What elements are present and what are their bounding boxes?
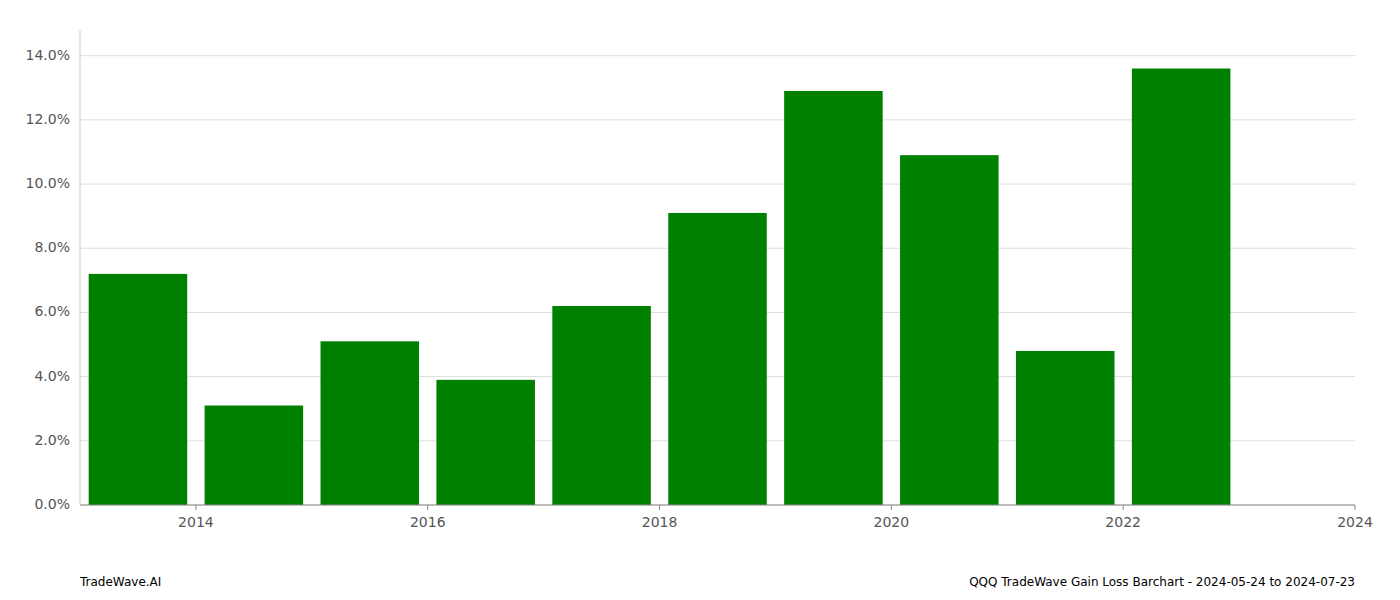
x-tick [659, 505, 660, 510]
bar [552, 306, 651, 505]
bar [205, 406, 304, 505]
y-tick-label: 4.0% [34, 368, 70, 384]
bar [1016, 351, 1115, 505]
y-tick-label: 6.0% [34, 303, 70, 319]
bar [321, 341, 420, 505]
y-axis-line [80, 30, 81, 505]
x-axis-line [80, 505, 1355, 506]
y-tick-label: 10.0% [26, 175, 70, 191]
chart: 0.0%2.0%4.0%6.0%8.0%10.0%12.0%14.0%20142… [0, 0, 1400, 600]
y-axis: 0.0% 2.0% 4.0% 6.0% 8.0% 10.0% 12.0% 14.0% [26, 30, 80, 512]
bar [89, 274, 188, 505]
x-tick [195, 505, 196, 510]
grid-line [80, 505, 1355, 506]
x-tick-label: 2022 [1105, 514, 1141, 530]
y-tick-label: 8.0% [34, 239, 70, 255]
x-tick [1123, 505, 1124, 510]
bar [784, 91, 883, 505]
bar [1132, 69, 1231, 505]
page: {"chart_data": { "type": "bar", "x": [20… [0, 0, 1400, 600]
footer: TradeWave.AI QQQ TradeWave Gain Loss Barc… [79, 575, 1355, 589]
x-tick-label: 2020 [874, 514, 910, 530]
grid-line [80, 55, 1355, 56]
x-tick-label: 2014 [178, 514, 214, 530]
bar [436, 380, 535, 505]
x-tick-label: 2016 [410, 514, 446, 530]
grid [80, 56, 1355, 505]
footer-text: TradeWave.AI [79, 575, 161, 589]
x-tick [427, 505, 428, 510]
y-tick-label: 2.0% [34, 432, 70, 448]
y-tick-label: 12.0% [26, 111, 70, 127]
bars [89, 69, 1231, 505]
bar [668, 213, 767, 505]
x-tick [891, 505, 892, 510]
footer-text: QQQ TradeWave Gain Loss Barchart - 2024-… [969, 575, 1355, 589]
y-tick-label: 14.0% [26, 47, 70, 63]
x-axis: 2014 2016 2018 2020 2022 2024 [80, 505, 1373, 530]
x-tick-label: 2018 [642, 514, 678, 530]
x-tick [1355, 505, 1356, 510]
x-tick-label: 2024 [1337, 514, 1373, 530]
bar [900, 155, 999, 505]
y-tick-label: 0.0% [34, 496, 70, 512]
